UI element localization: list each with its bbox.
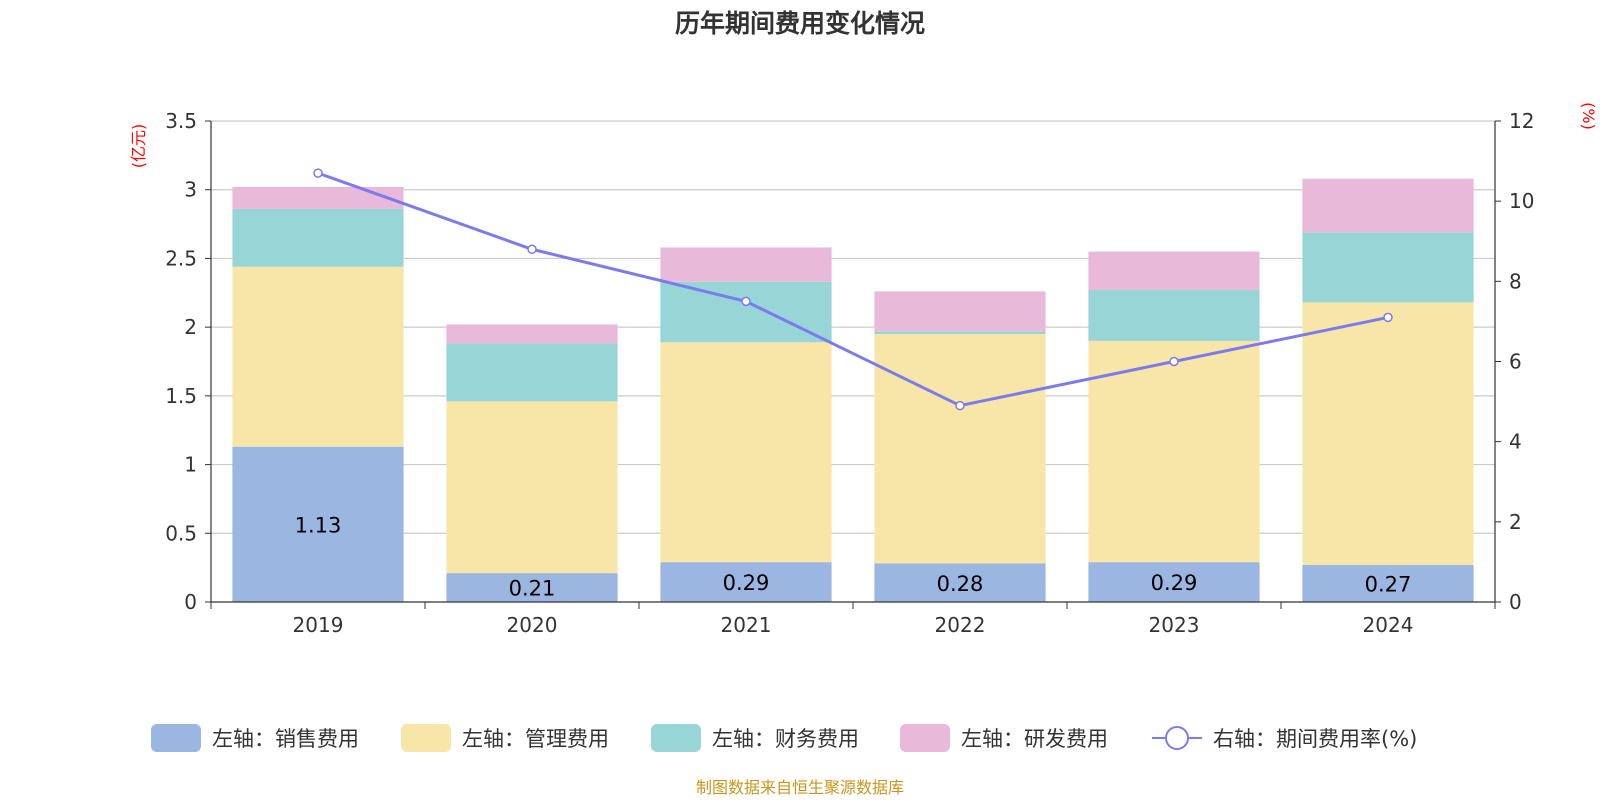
legend-label: 左轴：销售费用 <box>212 727 359 751</box>
bar-segment <box>660 342 832 563</box>
bar-segment <box>1302 232 1474 303</box>
grid-lines <box>211 120 1495 534</box>
rate-line <box>317 171 1389 408</box>
bar-value-label: 0.29 <box>723 571 770 595</box>
right-axis-tick-label: 8 <box>1509 269 1522 293</box>
bar-value-label: 0.29 <box>1151 571 1198 595</box>
rate-point <box>955 400 965 411</box>
left-axis-tick-label: 2.5 <box>165 246 197 270</box>
rate-point <box>1383 312 1393 323</box>
x-axis-tick-label: 2021 <box>721 613 772 637</box>
bar-segment <box>1088 290 1260 341</box>
legend-swatch <box>401 724 451 752</box>
left-axis-tick-label: 2 <box>184 315 197 339</box>
bar-value-label: 0.27 <box>1365 572 1412 596</box>
bar-value-label: 1.13 <box>295 513 342 537</box>
left-axis-tick-label: 0.5 <box>165 521 197 545</box>
data-labels: 1.13 0.21 0.29 0.28 0.29 0.27 <box>295 513 1412 600</box>
rate-point <box>313 168 323 178</box>
right-axis-tick-label: 0 <box>1509 590 1522 614</box>
bar-segment <box>446 343 618 402</box>
bar-segment <box>660 562 832 602</box>
left-axis-tick-label: 3 <box>184 178 197 202</box>
right-axis-unit: (%) <box>1579 102 1598 130</box>
bar-segment <box>874 563 1046 602</box>
right-axis-tick-label: 4 <box>1509 430 1522 454</box>
bar-segment <box>1302 302 1474 565</box>
legend-label: 左轴：研发费用 <box>961 727 1108 751</box>
bar-segment <box>1302 564 1474 602</box>
x-axis-tick-label: 2023 <box>1149 613 1200 637</box>
bars <box>232 178 1474 602</box>
right-axis-tick-label: 12 <box>1509 109 1534 133</box>
left-axis-tick-label: 3.5 <box>165 109 197 133</box>
bar-segment <box>446 324 618 344</box>
legend-swatch <box>151 724 201 752</box>
legend-label: 右轴：期间费用率(%) <box>1213 727 1417 751</box>
rate-point <box>741 296 751 307</box>
legend-label: 左轴：财务费用 <box>712 727 859 751</box>
chart-title: 历年期间费用变化情况 <box>675 9 925 38</box>
bar-segment <box>874 334 1046 564</box>
right-axis-tick-label: 10 <box>1509 189 1534 213</box>
bar-segment <box>232 266 404 447</box>
bar-segment <box>1302 178 1474 233</box>
left-axis-unit: (亿元) <box>129 124 148 169</box>
left-axis-tick-label: 0 <box>184 590 197 614</box>
legend-label: 左轴：管理费用 <box>462 727 609 751</box>
data-source-note: 制图数据来自恒生聚源数据库 <box>696 778 904 797</box>
bar-segment <box>232 208 404 267</box>
bar-segment <box>1088 562 1260 602</box>
bar-value-label: 0.28 <box>937 572 984 596</box>
bar-segment <box>660 281 832 343</box>
rate-point <box>1169 356 1179 367</box>
x-axis-tick-label: 2022 <box>935 613 986 637</box>
bar-segment <box>660 247 832 282</box>
x-axis-tick-label: 2020 <box>507 613 558 637</box>
bar-value-label: 0.21 <box>509 577 556 601</box>
right-axis-tick-label: 2 <box>1509 510 1522 534</box>
bar-segment <box>1088 340 1260 563</box>
bar-segment <box>232 186 404 209</box>
right-axis-tick-label: 6 <box>1509 350 1522 374</box>
rate-line-series <box>313 168 1393 411</box>
bar-segment <box>874 331 1046 335</box>
x-axis-tick-label: 2024 <box>1363 613 1414 637</box>
rate-point <box>527 244 537 255</box>
left-axis-tick-label: 1 <box>184 453 197 477</box>
left-axis-tick-label: 1.5 <box>165 384 197 408</box>
axes: 0 0.5 1 1.5 2 2.5 3 3.5 0 2 4 6 8 10 12 2019 2020 2021 202… <box>165 109 1534 637</box>
legend-swatch <box>900 724 950 752</box>
legend-swatch <box>651 724 701 752</box>
bar-segment <box>446 573 618 602</box>
bar-segment <box>232 446 404 602</box>
bar-segment <box>874 291 1046 332</box>
bar-segment <box>446 401 618 574</box>
x-axis-tick-label: 2019 <box>293 613 344 637</box>
bar-segment <box>1088 251 1260 291</box>
legend-line-marker <box>1165 726 1189 750</box>
legend[interactable]: 左轴：销售费用 左轴：管理费用 左轴：财务费用 左轴：研发费用 右轴：期间费用率(%) <box>151 724 1417 752</box>
